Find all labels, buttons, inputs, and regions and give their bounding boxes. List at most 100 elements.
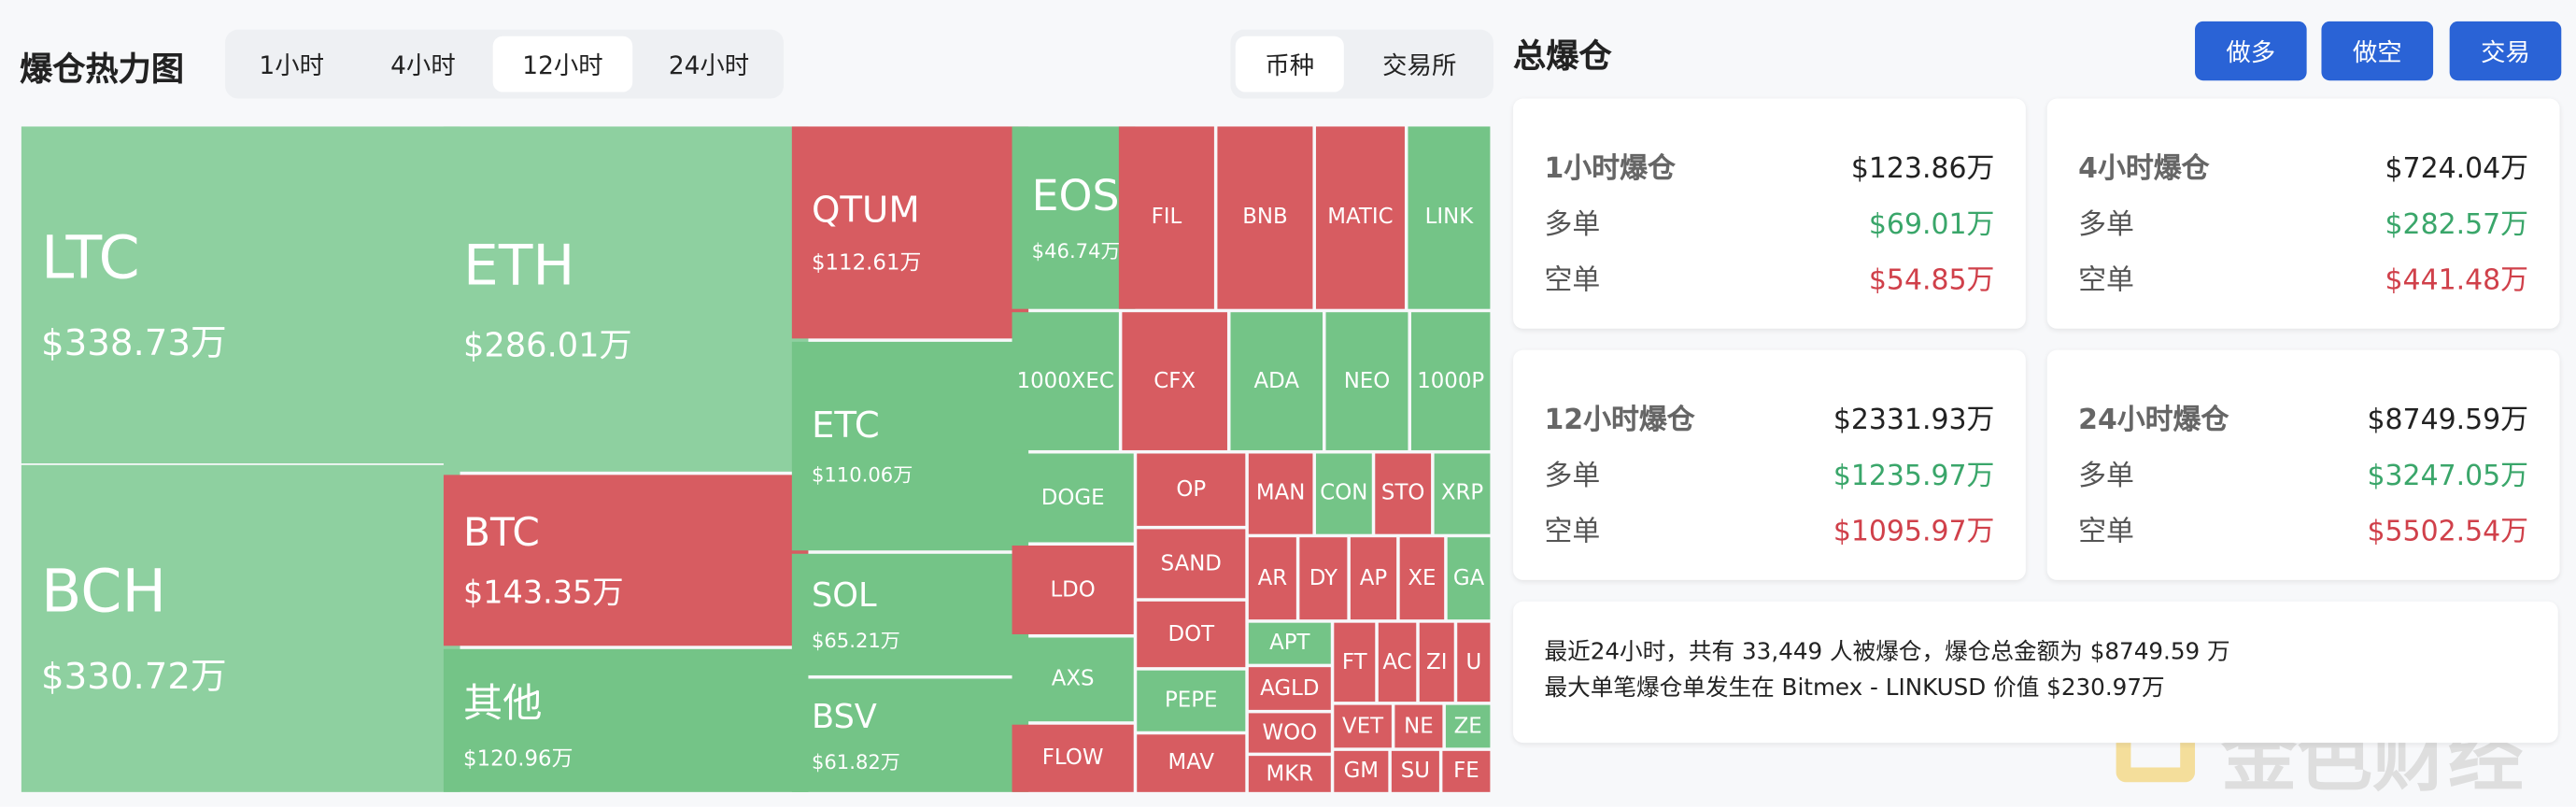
card-row: 多单 $69.01万: [1544, 201, 1995, 242]
heatmap-tile[interactable]: ZI: [1419, 622, 1454, 703]
heatmap-tile[interactable]: LDO: [1012, 545, 1134, 634]
heatmap-tile[interactable]: U: [1457, 622, 1491, 703]
heatmap-tile[interactable]: CON: [1315, 453, 1372, 534]
heatmap-tile[interactable]: AR: [1248, 537, 1296, 620]
time-tab[interactable]: 1小时: [259, 50, 324, 80]
heatmap-tile[interactable]: XRP: [1434, 453, 1491, 534]
heatmap-tile[interactable]: AGLD: [1248, 667, 1331, 710]
summary-card: 24小时爆仓 $8749.59万 多单 $3247.05万 空单 $5502.54万: [2046, 349, 2560, 580]
card-row: 12小时爆仓 $2331.93万: [1544, 396, 1994, 437]
heatmap-tile[interactable]: DOGE: [1012, 453, 1134, 543]
heatmap-tile[interactable]: ZE: [1445, 704, 1491, 748]
heatmap-tile[interactable]: WOO: [1248, 713, 1331, 753]
short: $1095.97万: [1833, 516, 1995, 549]
action-button[interactable]: 做空: [2321, 21, 2434, 81]
tile-label: FIL: [1151, 205, 1182, 231]
heatmap-tile[interactable]: NE: [1394, 704, 1443, 748]
heatmap-tile[interactable]: CFX: [1122, 312, 1227, 450]
tile-value: $143.35万: [463, 574, 624, 611]
tile-label: SAND: [1160, 551, 1222, 576]
tile-value: $110.06万: [811, 462, 913, 486]
heatmap-tile[interactable]: SU: [1391, 750, 1439, 792]
tile-label: CFX: [1154, 368, 1196, 394]
tile-label: 1000XEC: [1016, 368, 1114, 394]
tile-value: $330.72万: [40, 656, 227, 698]
heatmap-tile[interactable]: DOT: [1137, 601, 1246, 668]
tile-value: $61.82万: [811, 749, 900, 774]
heatmap-tile[interactable]: AC: [1378, 622, 1417, 703]
heatmap-tile[interactable]: GM: [1334, 750, 1389, 792]
tile-label: DY: [1309, 565, 1338, 591]
heatmap-tile[interactable]: FT: [1334, 622, 1376, 703]
long-label: 多单: [2078, 460, 2134, 493]
heatmap-tile[interactable]: AP: [1350, 537, 1397, 620]
heatmap-tile[interactable]: SOL $65.21万: [791, 553, 1029, 675]
heatmap-tile[interactable]: LTC $338.73万: [21, 126, 460, 464]
heatmap-tile[interactable]: BSV $61.82万: [791, 678, 1029, 792]
short-label: 空单: [1544, 264, 1601, 298]
heatmap-tile[interactable]: EOS $46.74万: [1012, 126, 1136, 309]
tile-label: QTUM: [811, 190, 920, 232]
heatmap-tile[interactable]: OP: [1137, 453, 1246, 526]
time-tab[interactable]: 4小时: [390, 50, 456, 80]
heatmap-tile[interactable]: APT: [1248, 622, 1331, 664]
heatmap-tile[interactable]: BTC $143.35万: [443, 475, 809, 646]
title: 4小时爆仓: [2078, 152, 2210, 186]
action-button[interactable]: 做多: [2195, 21, 2307, 81]
tile-value: $120.96万: [463, 746, 573, 772]
title: 12小时爆仓: [1544, 404, 1695, 437]
short-label: 空单: [2078, 516, 2134, 549]
heatmap-tile[interactable]: PEPE: [1137, 670, 1246, 731]
heatmap-tile[interactable]: ETH $286.01万: [443, 126, 809, 472]
tile-label: XE: [1408, 565, 1437, 591]
tile-label: LDO: [1050, 577, 1096, 603]
group-tab[interactable]: 交易所: [1382, 50, 1457, 80]
tile-value: $112.61万: [811, 250, 922, 276]
heatmap-tile[interactable]: MAV: [1137, 734, 1246, 792]
heatmap-tile[interactable]: BCH $330.72万: [21, 464, 460, 792]
heatmap-tile[interactable]: GA: [1447, 537, 1491, 620]
tile-label: AR: [1257, 565, 1288, 591]
heatmap-tile[interactable]: ADA: [1230, 312, 1323, 450]
card-row: 空单 $5502.54万: [2078, 508, 2528, 549]
heatmap-tile[interactable]: MKR: [1248, 756, 1331, 792]
heatmap-tile[interactable]: BNB: [1217, 126, 1313, 309]
short: $441.48万: [2385, 264, 2529, 298]
group-tab[interactable]: 币种: [1235, 35, 1344, 92]
heatmap-tile[interactable]: STO: [1375, 453, 1432, 534]
tile-label: SOL: [811, 575, 877, 615]
heatmap-tile[interactable]: XE: [1399, 537, 1445, 620]
long-label: 多单: [2078, 208, 2134, 242]
heatmap-tile[interactable]: ETC $110.06万: [791, 341, 1029, 551]
heatmap-tile[interactable]: 其他 $120.96万: [443, 648, 809, 792]
long: $69.01万: [1868, 208, 1995, 242]
action-button[interactable]: 交易: [2449, 21, 2562, 81]
tile-label: EOS: [1031, 171, 1120, 221]
heatmap-tile[interactable]: MAN: [1248, 453, 1313, 534]
heatmap-tile[interactable]: MATIC: [1315, 126, 1405, 309]
heatmap-tile[interactable]: AXS: [1012, 637, 1134, 722]
tile-label: MATIC: [1327, 205, 1394, 231]
tile-label: FE: [1453, 759, 1479, 785]
heatmap-tile[interactable]: LINK: [1408, 126, 1491, 309]
heatmap-tile[interactable]: DY: [1299, 537, 1348, 620]
time-tab[interactable]: 24小时: [668, 50, 750, 80]
heatmap-tile[interactable]: NEO: [1325, 312, 1408, 450]
tile-label: ETH: [463, 232, 575, 299]
short: $54.85万: [1868, 264, 1995, 298]
long: $282.57万: [2385, 208, 2529, 242]
heatmap-tile[interactable]: QTUM $112.61万: [791, 126, 1029, 339]
time-tab[interactable]: 12小时: [492, 35, 633, 92]
heatmap-tile[interactable]: FIL: [1118, 126, 1214, 309]
heatmap-tile[interactable]: FLOW: [1012, 724, 1134, 792]
heatmap-tile[interactable]: 1000XEC: [1012, 312, 1119, 450]
card-row: 多单 $3247.05万: [2078, 452, 2528, 493]
tile-label: BNB: [1242, 205, 1288, 231]
tile-label: MAV: [1168, 750, 1215, 776]
heatmap-tile[interactable]: VET: [1334, 704, 1392, 748]
heatmap-tile[interactable]: 1000P: [1410, 312, 1491, 450]
heatmap-tile[interactable]: FE: [1442, 750, 1491, 792]
tile-label: FLOW: [1041, 745, 1104, 771]
heatmap-tile[interactable]: SAND: [1137, 529, 1246, 599]
